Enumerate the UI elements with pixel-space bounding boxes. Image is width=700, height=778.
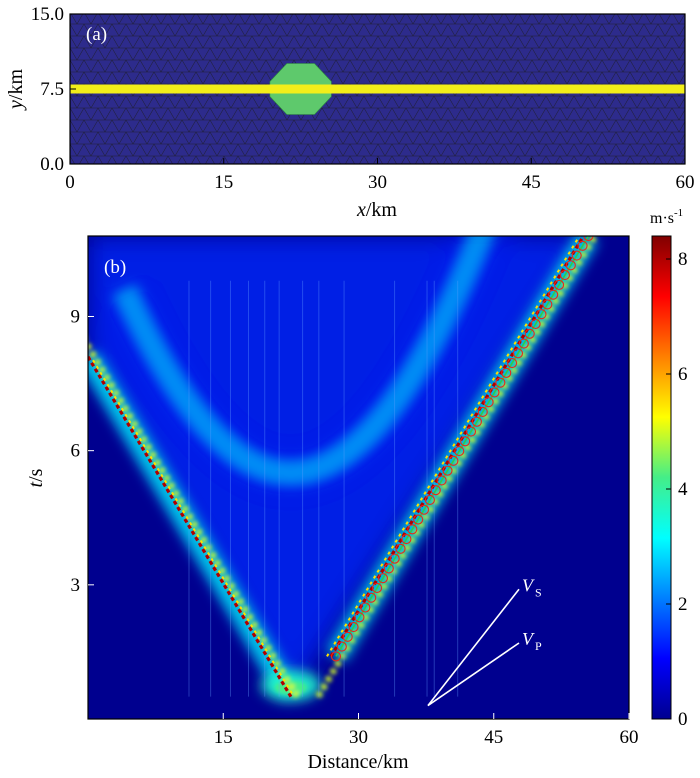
annotation-line-s	[427, 588, 520, 707]
rupture-marker	[395, 543, 406, 554]
annotation-label-s: V	[522, 575, 535, 595]
x-tick-label-a: 60	[676, 172, 695, 193]
rupture-marker	[377, 573, 388, 584]
panel-b-label: (b)	[104, 257, 126, 278]
rupture-marker	[536, 309, 547, 320]
rupture-marker	[554, 279, 565, 290]
y-tick-label-a: 7.5	[40, 79, 64, 100]
rupture-marker	[360, 602, 371, 613]
y-tick-label-b: 6	[71, 441, 81, 462]
rupture-marker	[507, 358, 518, 369]
colorbar-tick-label: 8	[678, 249, 688, 270]
rupture-fit-line	[335, 236, 590, 657]
panel-b-ylabel: t/s	[25, 468, 47, 487]
rupture-marker	[413, 514, 424, 525]
rupture-marker	[424, 494, 435, 506]
rupture-marker	[577, 240, 588, 251]
rupture-marker	[342, 631, 353, 642]
rupture-marker	[565, 260, 576, 271]
x-tick-label-b: 45	[484, 727, 503, 748]
y-tick-label-b: 9	[71, 307, 81, 328]
x-tick-label-a: 30	[368, 172, 387, 193]
rupture-marker	[354, 612, 365, 623]
right-front-shoulder	[326, 236, 581, 657]
colorbar-unit: m·s-1	[650, 207, 683, 227]
panel-a-ylabel: y/km	[5, 69, 27, 111]
colorbar-tick-label: 6	[678, 364, 688, 385]
y-tick-label-a: 0.0	[40, 154, 64, 175]
rupture-marker	[583, 236, 594, 242]
rupture-marker	[401, 534, 412, 545]
panel-a-ticks: 0 15 30 45 60 0.0 7.5 15.0	[31, 4, 695, 193]
rupture-marker	[430, 485, 441, 496]
x-tick-label-b: 15	[214, 727, 233, 748]
rupture-marker	[366, 592, 377, 603]
rupture-marker	[471, 416, 482, 427]
velocity-annotations: V SV P	[427, 575, 542, 707]
colorbar-tick-label: 2	[678, 594, 688, 615]
rupture-marker	[418, 504, 430, 515]
x-tick-label-b: 60	[620, 727, 639, 748]
x-tick-label-a: 0	[65, 172, 75, 193]
rupture-marker	[389, 553, 400, 564]
rupture-marker	[495, 377, 506, 388]
rupture-marker	[336, 641, 347, 652]
rupture-marker	[483, 397, 494, 408]
rupture-marker	[330, 651, 342, 662]
fault-line	[70, 84, 685, 94]
panel-b-xlabel: Distance/km	[307, 751, 409, 773]
panel-a-xlabel: x/km	[356, 199, 397, 221]
annotation-line-p	[427, 642, 520, 707]
y-tick-label-a: 15.0	[31, 4, 64, 25]
colorbar-tick-label: 0	[678, 709, 688, 730]
colorbar-ticks: 0 2 4 6 8	[666, 249, 688, 730]
rupture-marker	[548, 289, 559, 300]
rupture-marker	[524, 328, 535, 339]
rupture-marker	[518, 338, 529, 349]
annotation-subscript-p: P	[535, 639, 542, 653]
panel-b-ticks: 15 30 45 60 3 6 9	[71, 307, 639, 749]
right-front-peak	[329, 236, 585, 658]
rupture-marker	[489, 387, 500, 398]
colorbar-tick-label: 4	[678, 479, 688, 500]
rupture-marker	[530, 318, 541, 330]
rupture-marker	[454, 446, 465, 457]
panel-a: (a) 0 15 30 45 60 0.0 7.5 15.0 x/km y/km	[5, 4, 695, 221]
x-tick-label-b: 30	[349, 727, 368, 748]
rupture-marker	[442, 465, 453, 476]
rupture-marker	[477, 406, 488, 418]
panel-a-label: (a)	[86, 24, 107, 45]
rupture-marker	[542, 299, 553, 310]
rupture-marker	[448, 455, 459, 466]
rupture-marker	[436, 475, 447, 486]
rupture-marker	[348, 622, 359, 633]
rupture-marker	[372, 582, 383, 594]
rupture-marker	[512, 348, 524, 359]
rupture-marker	[460, 436, 471, 447]
annotation-label-p: V	[522, 629, 535, 649]
heatmap-field	[88, 236, 598, 703]
annotation-subscript-s: S	[535, 585, 542, 599]
rupture-marker	[465, 426, 477, 437]
rupture-marker	[407, 524, 418, 535]
rupture-marker	[501, 367, 512, 378]
rupture-marker	[571, 250, 582, 261]
inner-wave-band	[112, 236, 495, 487]
left-front-peak	[88, 355, 293, 698]
colorbar-gradient	[651, 235, 672, 720]
colorbar: m·s-1 0 2 4 6 8	[650, 207, 688, 730]
y-tick-label-b: 3	[71, 575, 81, 596]
rupture-marker	[559, 270, 570, 281]
x-tick-label-a: 45	[522, 172, 541, 193]
rupture-marker	[383, 563, 394, 574]
x-tick-label-a: 15	[214, 172, 233, 193]
